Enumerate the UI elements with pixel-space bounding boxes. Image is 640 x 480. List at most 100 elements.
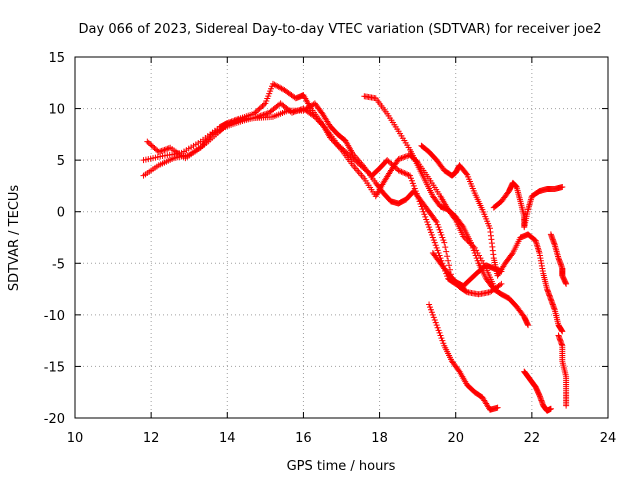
data-point (161, 146, 168, 153)
x-tick-label: 22 (524, 431, 541, 446)
data-point (444, 253, 451, 260)
plot-frame (74, 56, 609, 419)
data-point (431, 317, 438, 324)
data-point (496, 281, 503, 288)
data-point (472, 252, 479, 259)
data-point (473, 255, 480, 262)
data-point (259, 102, 266, 109)
x-tick-label: 20 (447, 431, 464, 446)
series-track-j (521, 368, 554, 414)
data-point (459, 222, 466, 229)
data-point (429, 234, 436, 241)
data-point (407, 172, 414, 179)
y-tick-label: 15 (48, 51, 65, 66)
series-track-f (426, 301, 501, 413)
data-point (463, 170, 470, 177)
data-point (344, 150, 351, 157)
x-axis-label: GPS time / hours (287, 459, 396, 474)
data-marks (140, 80, 570, 414)
data-point (147, 141, 154, 148)
series-track-e (418, 142, 566, 335)
data-point (158, 147, 165, 154)
data-point (427, 229, 434, 236)
data-point (263, 110, 270, 117)
data-point (337, 144, 344, 151)
data-point (387, 159, 394, 166)
data-point (508, 251, 515, 258)
data-point (253, 108, 260, 115)
data-point (343, 149, 350, 156)
data-point (397, 155, 404, 162)
data-point (437, 229, 444, 236)
data-point (420, 208, 427, 215)
data-point (434, 221, 441, 228)
data-point (424, 219, 431, 226)
data-point (408, 177, 415, 184)
data-point (258, 104, 265, 111)
data-point (426, 224, 433, 231)
data-point (439, 234, 446, 241)
data-point (291, 108, 298, 115)
data-point (398, 155, 405, 162)
data-point (423, 216, 430, 223)
data-point (155, 148, 162, 155)
series-track-k (555, 332, 570, 409)
data-point (443, 248, 450, 255)
data-point (429, 311, 436, 318)
data-point (440, 340, 447, 347)
y-tick-label: -10 (44, 309, 65, 324)
data-point (427, 306, 434, 313)
data-point (435, 327, 442, 334)
data-point (468, 242, 475, 249)
y-tick-label: -5 (52, 257, 65, 272)
data-point (346, 151, 353, 158)
data-point (410, 182, 417, 189)
data-point (255, 106, 262, 113)
data-point (145, 139, 152, 146)
data-point (260, 101, 267, 108)
data-point (432, 242, 439, 249)
data-point (430, 237, 437, 244)
data-point (395, 167, 402, 174)
data-point (405, 171, 412, 178)
y-tick-label: 5 (57, 154, 65, 169)
data-point (385, 158, 392, 165)
data-point (559, 183, 566, 190)
data-point (471, 249, 478, 256)
data-point (422, 213, 429, 220)
y-tick-label: -20 (44, 412, 65, 427)
data-point (428, 309, 435, 316)
data-point (441, 239, 448, 246)
series-track-i (547, 231, 570, 287)
data-point (470, 247, 477, 254)
y-axis-label: SDTVAR / TECUs (7, 185, 22, 292)
data-point (436, 226, 443, 233)
y-tick-label: -15 (44, 360, 65, 375)
data-point (474, 257, 481, 264)
x-tick-label: 24 (600, 431, 617, 446)
data-point (398, 168, 405, 175)
data-point (442, 244, 449, 251)
data-point (428, 231, 435, 238)
data-point (437, 332, 444, 339)
data-point (525, 322, 532, 329)
data-point (341, 148, 348, 155)
data-point (432, 319, 439, 326)
x-tick-label: 12 (143, 431, 160, 446)
data-point (391, 163, 398, 170)
data-point (435, 249, 442, 256)
data-point (438, 231, 445, 238)
data-point (157, 148, 164, 155)
data-point (397, 168, 404, 175)
data-point (467, 239, 474, 246)
data-point (440, 237, 447, 244)
data-point (401, 154, 408, 161)
data-point (160, 147, 167, 154)
data-point (439, 337, 446, 344)
data-point (431, 239, 438, 246)
y-tick-label: 10 (48, 103, 65, 118)
data-point (395, 156, 402, 163)
data-point (165, 145, 172, 152)
data-point (334, 141, 341, 148)
